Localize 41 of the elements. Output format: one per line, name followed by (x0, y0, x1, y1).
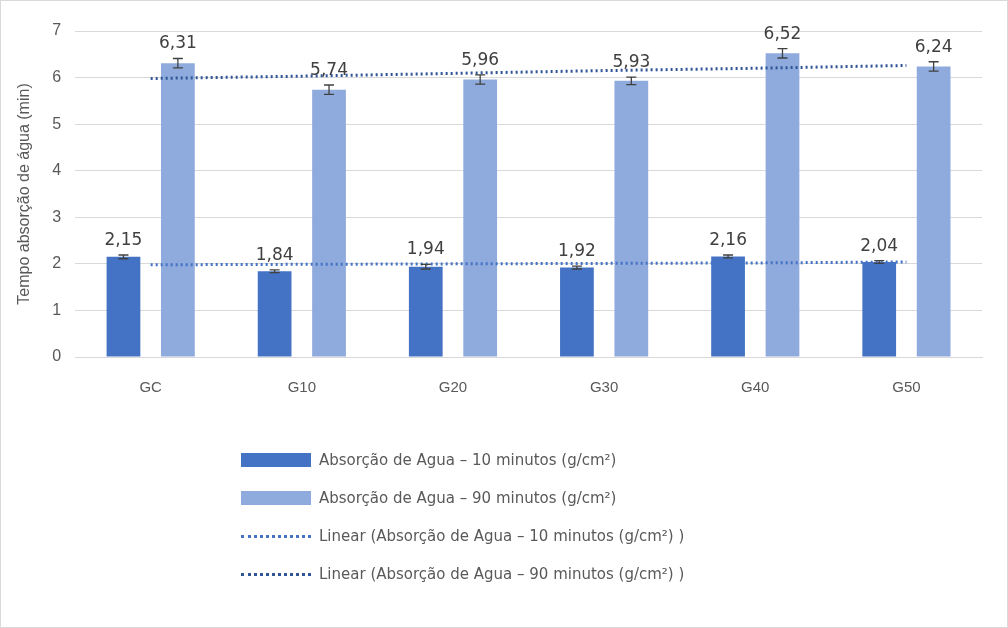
y-tick-label: 0 (52, 347, 62, 365)
legend-label: Linear (Absorção de Agua – 90 minutos (g/cm²) ) (319, 565, 685, 583)
x-tick-label: G10 (287, 378, 316, 396)
data-label: 1,92 (557, 240, 596, 261)
data-label: 5,74 (310, 58, 348, 79)
bar (560, 267, 594, 357)
bar (312, 89, 346, 357)
bar (614, 80, 649, 357)
x-tick-label: G30 (589, 378, 619, 396)
bar (106, 256, 141, 357)
data-label: 1,84 (255, 243, 294, 264)
data-label: 6,24 (914, 35, 953, 56)
x-tick-label: G40 (741, 378, 770, 396)
legend-label: Linear (Absorção de Agua – 10 minutos (g/cm²) ) (319, 527, 685, 545)
data-label: 6,52 (763, 22, 802, 43)
x-tick-label: G20 (438, 378, 468, 396)
x-tick-label: GC (139, 378, 163, 396)
data-label: 2,16 (709, 228, 747, 249)
y-tick-label: 1 (52, 300, 62, 318)
y-tick-label: 6 (52, 67, 62, 85)
y-tick-label: 5 (52, 114, 62, 132)
bar (463, 79, 498, 357)
bar (408, 266, 443, 357)
data-label: 6,31 (158, 32, 197, 53)
data-label: 5,93 (612, 51, 651, 72)
y-tick-label: 2 (52, 254, 62, 272)
x-tick-label: G50 (892, 378, 921, 396)
bar (161, 63, 195, 357)
legend-label: Absorção de Agua – 10 minutos (g/cm²) (319, 451, 617, 469)
bar (916, 66, 951, 357)
bar (765, 53, 800, 357)
data-label: 5,96 (461, 48, 500, 69)
y-axis-title: Tempo absorção de água (min) (15, 83, 33, 305)
data-label: 1,94 (406, 238, 445, 259)
y-tick-label: 4 (52, 161, 62, 179)
bar (257, 271, 292, 357)
y-tick-label: 3 (52, 207, 62, 225)
data-label: 2,15 (104, 228, 143, 249)
y-tick-label: 7 (52, 21, 62, 39)
data-label: 2,04 (860, 234, 899, 255)
legend-label: Absorção de Agua – 90 minutos (g/cm²) (319, 489, 617, 507)
